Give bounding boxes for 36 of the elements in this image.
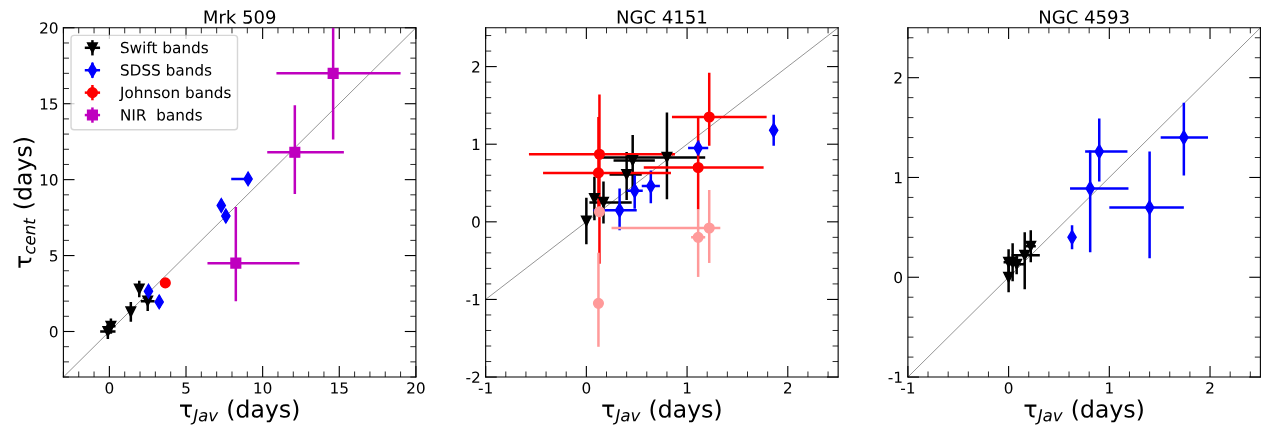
x-axis-title: τ$_{Jav}$ (days) [180, 399, 299, 425]
x-axis-title: τ$_{Jav}$ (days) [1024, 399, 1143, 425]
x-tick-label: 0 [1004, 382, 1013, 394]
chart-title: NGC 4151 [617, 10, 707, 24]
y-tick-label: -1 [888, 371, 902, 383]
x-tick-label: 0 [582, 382, 591, 394]
y-tick-label: 10 [40, 174, 58, 186]
legend-label: SDSS bands [120, 63, 212, 76]
x-axis-title: τ$_{Jav}$ (days) [602, 399, 721, 425]
y-tick-label: 1 [894, 172, 902, 184]
y-axis-title: τ$_{cent}$ (days) [13, 138, 37, 268]
y-tick-label: 0 [472, 216, 480, 228]
y-tick-label: 2 [894, 72, 902, 84]
legend-label: Johnson bands [119, 86, 231, 102]
y-tick-label: 0 [894, 271, 903, 284]
x-tick-label: 15 [331, 382, 348, 394]
x-tick-label: 1 [1106, 382, 1113, 394]
y-tick-label: 0 [49, 325, 58, 338]
x-tick-label: 20 [407, 382, 425, 394]
y-tick-label: 2 [472, 61, 480, 73]
x-tick-label: 2 [784, 382, 792, 394]
x-tick-label: 2 [1206, 382, 1214, 394]
legend-label: Swift bands [120, 41, 208, 54]
y-tick-label: 15 [40, 98, 58, 110]
y-tick-label: -2 [466, 371, 480, 383]
x-tick-label: 0 [105, 382, 114, 394]
x-tick-label: 1 [683, 382, 691, 394]
y-tick-label: 1 [472, 138, 480, 151]
legend-label: NIR bands [121, 108, 202, 121]
y-tick-label: 5 [50, 250, 58, 262]
chart-title: Mrk 509 [204, 9, 276, 24]
y-tick-label: -1 [466, 294, 480, 306]
y-tick-label: 20 [40, 22, 58, 34]
chart-title: NGC 4593 [1040, 10, 1129, 24]
x-tick-label: 10 [254, 382, 272, 394]
x-tick-label: 5 [182, 382, 190, 394]
